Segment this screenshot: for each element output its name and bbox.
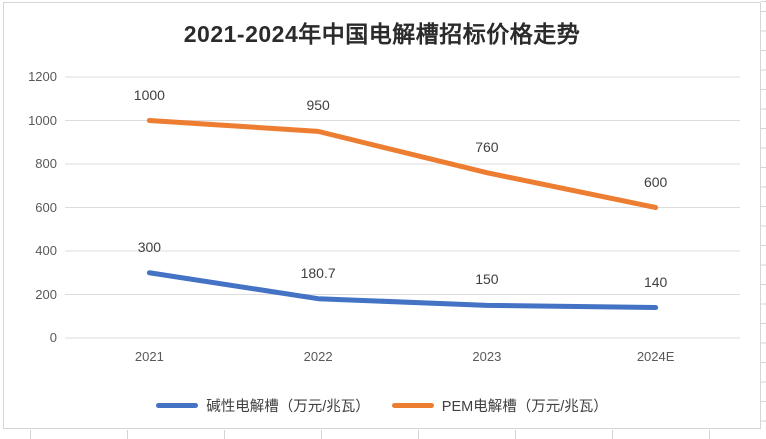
y-tick-label: 400 <box>35 243 57 258</box>
legend-item-alkaline[interactable]: 碱性电解槽（万元/兆瓦） <box>156 395 370 416</box>
y-tick-label: 0 <box>49 330 57 345</box>
data-label: 150 <box>475 271 499 288</box>
legend-item-pem[interactable]: PEM电解槽（万元/兆瓦） <box>391 395 608 416</box>
y-tick-label: 200 <box>35 286 57 302</box>
data-label: 950 <box>306 97 330 114</box>
y-tick-label: 800 <box>35 156 57 171</box>
data-label: 300 <box>137 238 162 255</box>
data-label: 600 <box>643 173 668 190</box>
data-label: 760 <box>475 138 499 155</box>
sheet-column-gridlines <box>0 430 766 439</box>
x-tick-label: 2021 <box>134 349 164 364</box>
chart-area[interactable]: 2021-2024年中国电解槽招标价格走势 0 200 400 600 800 1000 1… <box>3 2 761 429</box>
data-label: 140 <box>643 273 668 290</box>
series-line-0[interactable] <box>146 270 659 311</box>
legend-label-alkaline: 碱性电解槽（万元/兆瓦） <box>206 399 370 415</box>
y-tick-label: 600 <box>35 199 57 215</box>
plot-area <box>65 76 740 339</box>
legend: 碱性电解槽（万元/兆瓦） PEM电解槽（万元/兆瓦） <box>4 395 760 416</box>
chart-title: 2021-2024年中国电解槽招标价格走势 <box>183 21 581 47</box>
legend-marker-pem-icon <box>391 403 434 408</box>
data-label: 1000 <box>133 86 165 103</box>
y-tick-label: 1000 <box>28 112 57 128</box>
x-tick-label: 2023 <box>472 349 502 364</box>
legend-label-pem: PEM电解槽（万元/兆瓦） <box>441 399 608 415</box>
y-tick-label: 1200 <box>28 69 57 84</box>
data-label: 180.7 <box>300 264 336 281</box>
x-tick-label: 2022 <box>303 349 333 364</box>
sheet-row-gridlines <box>761 0 766 439</box>
legend-marker-alkaline-icon <box>156 403 199 408</box>
x-tick-label: 2024E <box>636 349 675 364</box>
series-line-1[interactable] <box>146 118 659 210</box>
